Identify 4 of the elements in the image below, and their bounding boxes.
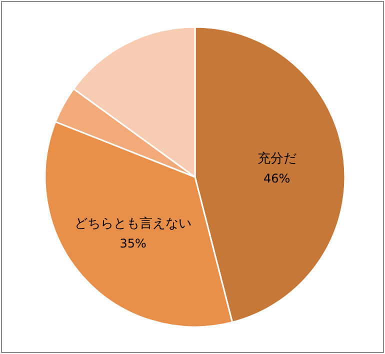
data-label: 46%: [264, 172, 290, 186]
slice-label: どちらとも言えない: [74, 216, 192, 232]
data-label: 35%: [120, 236, 146, 251]
slice-label: 充分だ: [257, 152, 296, 167]
